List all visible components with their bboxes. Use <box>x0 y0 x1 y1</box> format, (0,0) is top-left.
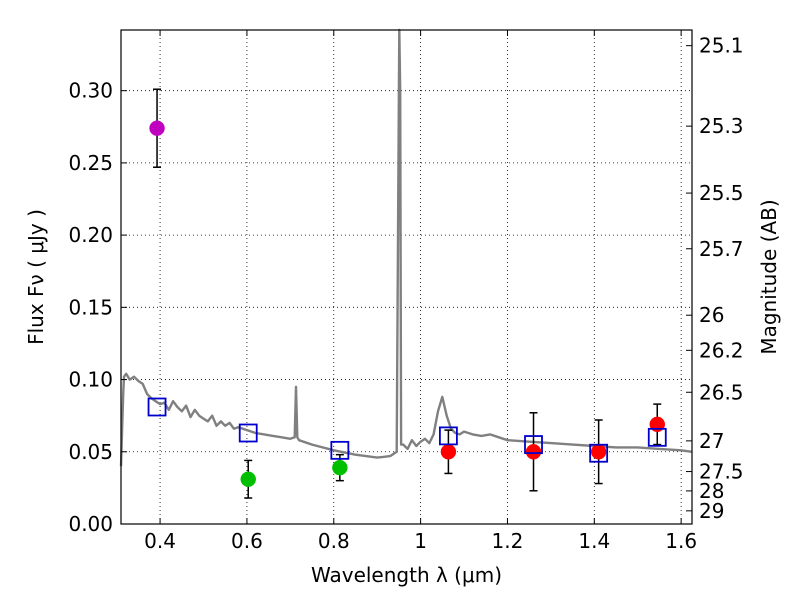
x-tick-label: 0.4 <box>144 529 176 553</box>
y-tick-label: 0.00 <box>68 512 113 536</box>
x-tick-label: 1 <box>414 529 427 553</box>
model-square-marker <box>589 443 609 463</box>
model-square-marker <box>439 426 458 446</box>
y-axis-label: Flux Fν ( μJy ) <box>24 209 48 345</box>
y2-tick-label: 26.5 <box>699 380 744 404</box>
model-square-marker <box>647 427 667 447</box>
y-tick-label: 0.15 <box>68 295 113 319</box>
model-square-marker <box>238 423 258 443</box>
y2-tick-label: 25.3 <box>699 114 744 138</box>
x-tick-label: 0.8 <box>318 529 350 553</box>
y2-axis-label: Magnitude (AB) <box>757 199 781 354</box>
x-axis-ticks: 0.4 0.6 0.8 1 1.2 1.4 1.6 <box>144 30 697 553</box>
model-square-marker <box>330 440 350 460</box>
y-tick-label: 0.25 <box>68 151 113 175</box>
y2-tick-label: 25.7 <box>699 237 744 261</box>
y2-tick-label: 27.5 <box>699 460 744 484</box>
plot-frame <box>120 29 693 525</box>
y-tick-label: 0.05 <box>68 440 113 464</box>
y-tick-label: 0.10 <box>68 368 113 392</box>
markers <box>147 120 667 487</box>
green-points-marker <box>332 459 348 476</box>
x-tick-label: 1.2 <box>492 529 524 553</box>
y2-tick-label: 27 <box>699 429 724 453</box>
red-points-marker <box>440 444 457 460</box>
y2-tick-label: 29 <box>699 499 724 523</box>
y2-tick-label: 25.5 <box>699 181 744 205</box>
y2-tick-label: 26.2 <box>699 338 744 362</box>
x-tick-label: 0.6 <box>231 529 263 553</box>
x-axis-label: Wavelength λ (μm) <box>311 563 502 587</box>
y2-tick-label: 26 <box>699 303 724 327</box>
y2-tick-label: 25.1 <box>699 34 744 58</box>
red-points-marker <box>525 444 542 460</box>
violet-point-marker <box>149 120 165 136</box>
model-square-marker <box>524 435 543 454</box>
y-tick-label: 0.20 <box>68 223 113 247</box>
sed-model-line <box>119 28 693 467</box>
red-points-marker <box>590 444 607 460</box>
y-tick-label: 0.30 <box>68 79 113 103</box>
x-tick-label: 1.4 <box>578 529 610 553</box>
model-square-marker <box>147 397 167 417</box>
sed-model-layer <box>119 28 693 467</box>
x-tick-label: 1.6 <box>665 529 697 553</box>
y-axis-ticks: 0.00 0.05 0.10 0.15 0.20 0.25 0.30 <box>68 79 127 536</box>
y2-tick-label: 28 <box>699 479 724 503</box>
green-points-marker <box>240 471 256 487</box>
